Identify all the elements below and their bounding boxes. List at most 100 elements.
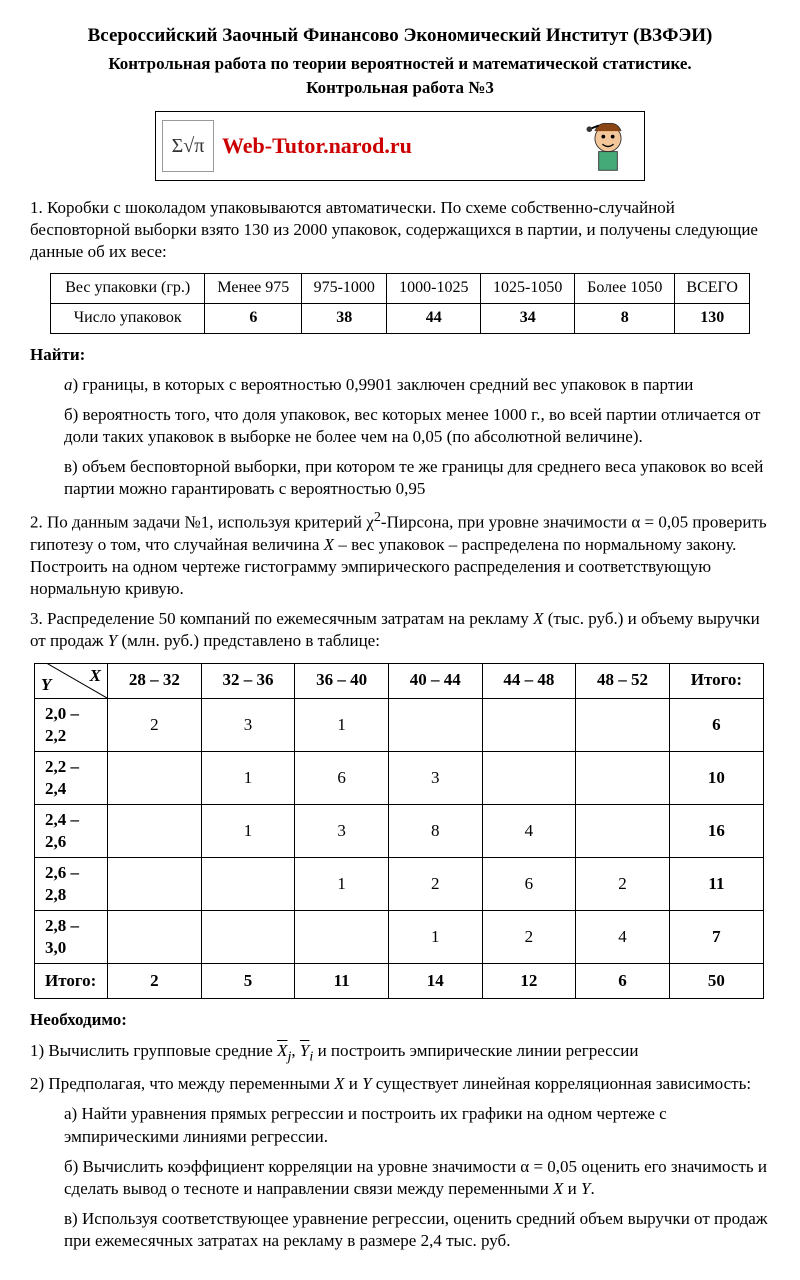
t2-p2: и [344, 1074, 362, 1093]
table-row: 2,4 – 2,6 1 3 8 4 16 [35, 804, 764, 857]
cell: 3 [201, 698, 295, 751]
cell [201, 858, 295, 911]
cell [108, 751, 202, 804]
cell: 8 [575, 303, 675, 333]
p2-x: X [324, 535, 334, 554]
table-row: 2,0 – 2,2 2 3 1 6 [35, 698, 764, 751]
task2: 2) Предполагая, что между переменными X … [30, 1073, 770, 1095]
table-row: 2,2 – 2,4 1 6 3 10 [35, 751, 764, 804]
subtask-b: б) Вычислить коэффициент корреляции на у… [64, 1156, 770, 1200]
table-header-row: X Y 28 – 32 32 – 36 36 – 40 40 – 44 44 –… [35, 663, 764, 698]
p2-part1: 2. По данным задачи №1, используя критер… [30, 513, 374, 532]
t2-y: Y [362, 1074, 371, 1093]
row-header: 2,8 – 3,0 [35, 911, 108, 964]
problem2-text: 2. По данным задачи №1, используя критер… [30, 508, 770, 600]
cell [482, 751, 576, 804]
row-total: 16 [669, 804, 763, 857]
problem1-intro: 1. Коробки с шоколадом упаковываются авт… [30, 197, 770, 263]
p3-x: X [533, 609, 543, 628]
p3-y: Y [108, 631, 117, 650]
col-header: 28 – 32 [108, 663, 202, 698]
col-header: 44 – 48 [482, 663, 576, 698]
cell: 8 [388, 804, 482, 857]
cell: 4 [482, 804, 576, 857]
cell: 2 [108, 964, 202, 999]
cell: 1 [295, 858, 389, 911]
site-banner: Σ√π Web-Tutor.narod.ru [155, 111, 645, 181]
banner-url-text: Web-Tutor.narod.ru [222, 132, 412, 161]
cartoon-icon [578, 116, 638, 176]
t1-p1: 1) Вычислить групповые средние [30, 1041, 277, 1060]
subtask-c: в) Используя соответствующее уравнение р… [64, 1208, 770, 1252]
col-header: 32 – 36 [201, 663, 295, 698]
corner-x: X [90, 665, 101, 687]
sb-x: X [553, 1179, 563, 1198]
corner-cell: X Y [35, 663, 108, 698]
task1: 1) Вычислить групповые средние Xj, Yi и … [30, 1040, 770, 1066]
row-header: 2,0 – 2,2 [35, 698, 108, 751]
need-label: Необходимо: [30, 1009, 770, 1031]
task-a-text: ) границы, в которых с вероятностью 0,99… [73, 375, 694, 394]
cell: 3 [295, 804, 389, 857]
cell [108, 858, 202, 911]
t2-p3: существует линейная корреляционная завис… [372, 1074, 752, 1093]
cell: 6 [205, 303, 302, 333]
problem1-table: Вес упаковки (гр.) Менее 975 975-1000 10… [50, 273, 750, 334]
cell: Менее 975 [205, 274, 302, 304]
cell [108, 911, 202, 964]
cell: 11 [295, 964, 389, 999]
row-header: 2,6 – 2,8 [35, 858, 108, 911]
task-b: б) вероятность того, что доля упаковок, … [64, 404, 770, 448]
cell [576, 751, 670, 804]
row-total: 11 [669, 858, 763, 911]
row-total: 6 [669, 698, 763, 751]
row-header: 2,2 – 2,4 [35, 751, 108, 804]
cell: 975-1000 [302, 274, 387, 304]
cell [482, 698, 576, 751]
table-row: Вес упаковки (гр.) Менее 975 975-1000 10… [51, 274, 750, 304]
cell: 44 [387, 303, 481, 333]
cell [576, 804, 670, 857]
cell [576, 698, 670, 751]
cell: 12 [482, 964, 576, 999]
cell: 38 [302, 303, 387, 333]
cell: 1000-1025 [387, 274, 481, 304]
page-subtitle2: Контрольная работа №3 [30, 77, 770, 99]
cell: ВСЕГО [675, 274, 750, 304]
problem3-intro: 3. Распределение 50 компаний по ежемесяч… [30, 608, 770, 652]
cell: 2 [108, 698, 202, 751]
page-title: Всероссийский Заочный Финансово Экономич… [30, 24, 770, 49]
subtask-a: а) Найти уравнения прямых регрессии и по… [64, 1103, 770, 1147]
cell: 2 [388, 858, 482, 911]
cell [295, 911, 389, 964]
cell: 4 [576, 911, 670, 964]
t1-p2: и построить эмпирические линии регрессии [313, 1041, 638, 1060]
row-header: 2,4 – 2,6 [35, 804, 108, 857]
corner-y: Y [41, 674, 51, 696]
cell [108, 804, 202, 857]
t1-ybar: Y [300, 1041, 309, 1060]
page-subtitle1: Контрольная работа по теории вероятносте… [30, 53, 770, 75]
t2-p1: 2) Предполагая, что между переменными [30, 1074, 334, 1093]
cell: 1 [201, 804, 295, 857]
task-a: а) границы, в которых с вероятностью 0,9… [64, 374, 770, 396]
cell: 1 [201, 751, 295, 804]
col-header: 40 – 44 [388, 663, 482, 698]
task-c: в) объем бесповторной выборки, при котор… [64, 456, 770, 500]
cell: 3 [388, 751, 482, 804]
cell: 1 [388, 911, 482, 964]
table-row: Число упаковок 6 38 44 34 8 130 [51, 303, 750, 333]
sb-p1: б) Вычислить коэффициент корреляции на у… [64, 1157, 767, 1198]
row-total: 10 [669, 751, 763, 804]
row-label: Вес упаковки (гр.) [51, 274, 205, 304]
t2-x: X [334, 1074, 344, 1093]
p3-part1: 3. Распределение 50 компаний по ежемесяч… [30, 609, 533, 628]
col-header: 36 – 40 [295, 663, 389, 698]
sb-p3: . [590, 1179, 594, 1198]
t1-xbar: X [277, 1041, 287, 1060]
row-total: 7 [669, 911, 763, 964]
cell: 6 [576, 964, 670, 999]
row-label: Число упаковок [51, 303, 205, 333]
col-header: 48 – 52 [576, 663, 670, 698]
p3-part3: (млн. руб.) представлено в таблице: [117, 631, 380, 650]
